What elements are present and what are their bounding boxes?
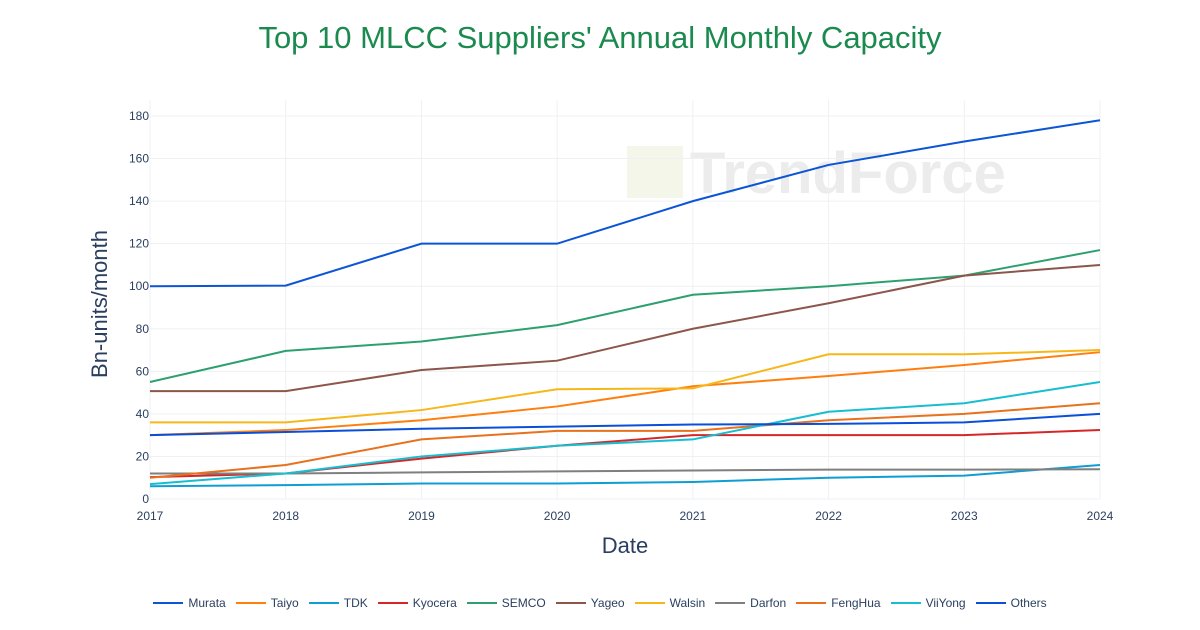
legend-swatch xyxy=(466,602,497,604)
x-tick-label: 2022 xyxy=(815,509,842,523)
legend-swatch xyxy=(555,602,586,604)
legend-swatch xyxy=(975,602,1006,604)
legend: Murata Taiyo TDK Kyocera SEMCO Yageo Walsin Dar… xyxy=(0,596,1200,610)
legend-swatch xyxy=(153,602,184,604)
legend-item-yageo[interactable]: Yageo xyxy=(555,596,625,610)
legend-swatch xyxy=(235,602,266,604)
x-tick-label: 2024 xyxy=(1087,509,1114,523)
legend-label: TDK xyxy=(343,596,368,610)
x-tick-label: 2018 xyxy=(272,509,299,523)
x-axis-title: Date xyxy=(602,533,648,558)
series-line-murata xyxy=(149,119,1101,288)
x-tick-label: 2020 xyxy=(544,509,571,523)
legend-label: ViiYong xyxy=(925,596,966,610)
legend-item-taiyo[interactable]: Taiyo xyxy=(235,596,299,610)
series-line-taiyo xyxy=(149,351,1101,437)
x-tick-label: 2019 xyxy=(408,509,435,523)
y-tick-label: 180 xyxy=(129,109,149,123)
legend-swatch xyxy=(890,602,921,604)
series-line-semco xyxy=(149,249,1101,383)
legend-swatch xyxy=(377,602,408,604)
legend-item-tdk[interactable]: TDK xyxy=(308,596,368,610)
legend-label: Taiyo xyxy=(270,596,299,610)
y-tick-label: 160 xyxy=(129,152,149,166)
x-tick-label: 2021 xyxy=(680,509,707,523)
series-line-tdk xyxy=(149,463,1101,488)
legend-label: Others xyxy=(1010,596,1047,610)
x-tick-label: 2023 xyxy=(951,509,978,523)
legend-item-others[interactable]: Others xyxy=(975,596,1047,610)
y-tick-label: 100 xyxy=(129,279,149,293)
y-tick-label: 40 xyxy=(136,407,150,421)
y-tick-label: 120 xyxy=(129,237,149,251)
legend-item-fenghua[interactable]: FengHua xyxy=(796,596,881,610)
y-tick-label: 140 xyxy=(129,194,149,208)
series-line-darfon xyxy=(150,468,1101,475)
watermark-logo: TrendForce xyxy=(690,141,1006,206)
series-line-viiyong xyxy=(149,380,1101,486)
legend-label: SEMCO xyxy=(501,596,546,610)
y-tick-label: 20 xyxy=(136,449,150,463)
legend-swatch xyxy=(308,602,339,604)
series-line-walsin xyxy=(150,349,1101,424)
legend-item-viiyong[interactable]: ViiYong xyxy=(890,596,966,610)
series-line-yageo xyxy=(150,263,1101,393)
legend-label: Yageo xyxy=(590,596,625,610)
legend-swatch xyxy=(715,602,746,604)
legend-label: Murata xyxy=(188,596,226,610)
legend-item-darfon[interactable]: Darfon xyxy=(715,596,786,610)
y-tick-label: 60 xyxy=(136,364,150,378)
legend-label: FengHua xyxy=(831,596,881,610)
legend-item-walsin[interactable]: Walsin xyxy=(634,596,706,610)
legend-label: Walsin xyxy=(669,596,706,610)
x-tick-label: 2017 xyxy=(137,509,164,523)
y-tick-label: 0 xyxy=(142,492,149,506)
y-tick-label: 80 xyxy=(136,322,150,336)
legend-item-kyocera[interactable]: Kyocera xyxy=(377,596,457,610)
chart-title: Top 10 MLCC Suppliers' Annual Monthly Ca… xyxy=(258,20,942,55)
legend-item-semco[interactable]: SEMCO xyxy=(466,596,546,610)
series-line-fenghua xyxy=(149,402,1101,479)
legend-swatch xyxy=(796,602,827,604)
legend-item-murata[interactable]: Murata xyxy=(153,596,226,610)
y-axis-title: Bn-units/month xyxy=(87,230,112,378)
legend-label: Kyocera xyxy=(412,596,457,610)
legend-swatch xyxy=(634,602,665,604)
series-line-others xyxy=(149,412,1101,437)
watermark-logo-mark xyxy=(627,146,683,198)
legend-label: Darfon xyxy=(750,596,787,610)
